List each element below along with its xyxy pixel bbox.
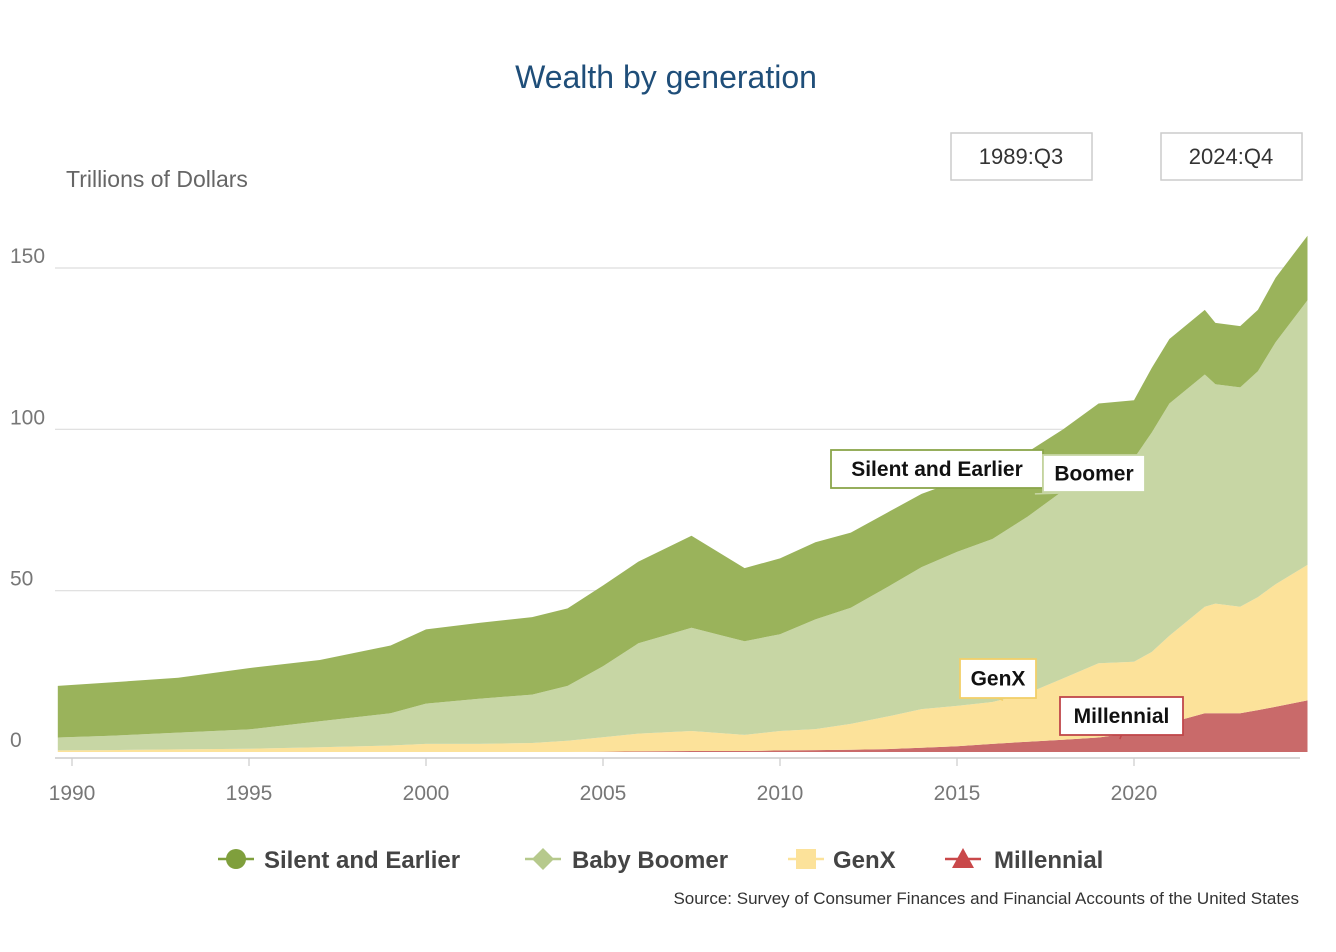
- legend: Silent and Earlier Baby Boomer GenX Millenn…: [218, 847, 1103, 874]
- x-tick-label: 2000: [403, 782, 450, 805]
- chart-title: Wealth by generation: [515, 59, 817, 95]
- callout-box: [1042, 454, 1146, 493]
- callout-box: [830, 449, 1044, 489]
- range-end-frame: [1160, 132, 1303, 181]
- series-callouts: Silent and Earlier Boomer GenX Millennial: [830, 449, 1184, 740]
- legend-label: Baby Boomer: [572, 847, 728, 874]
- x-tick-label: 2020: [1111, 782, 1158, 805]
- x-tick-label: 2010: [757, 782, 804, 805]
- range-end-label: 2024:Q4: [1189, 144, 1273, 169]
- legend-triangle-icon: [952, 848, 974, 868]
- callout-label: Boomer: [1054, 463, 1133, 486]
- source-note: Source: Survey of Consumer Finances and …: [673, 889, 1299, 908]
- area-millennial[interactable]: [57, 700, 1308, 752]
- legend-item-baby-boomer[interactable]: Baby Boomer: [525, 847, 728, 874]
- callout-silent-and-earlier: Silent and Earlier: [830, 449, 1044, 489]
- y-tick-label: 150: [10, 245, 45, 268]
- callout-label: Millennial: [1074, 705, 1170, 728]
- callout-label: Silent and Earlier: [851, 458, 1023, 481]
- legend-label: GenX: [833, 847, 896, 874]
- callout-box: [959, 658, 1037, 699]
- legend-item-millennial[interactable]: Millennial: [945, 847, 1103, 874]
- legend-item-silent-and-earlier[interactable]: Silent and Earlier: [218, 847, 460, 874]
- range-start-label: 1989:Q3: [979, 144, 1063, 169]
- legend-label: Millennial: [994, 847, 1103, 874]
- legend-label: Silent and Earlier: [264, 847, 460, 874]
- x-tick-label: 1990: [49, 782, 96, 805]
- range-start-box[interactable]: 1989:Q3: [950, 132, 1093, 181]
- callout-millennial: Millennial: [1059, 696, 1184, 740]
- range-end-box[interactable]: 2024:Q4: [1160, 132, 1303, 181]
- callout-genx: GenX: [959, 658, 1037, 702]
- callout-baby-boomer: Boomer: [1034, 454, 1146, 495]
- y-axis-label: Trillions of Dollars: [66, 166, 248, 192]
- y-tick-label: 100: [10, 406, 45, 429]
- legend-circle-icon: [226, 849, 246, 869]
- legend-diamond-icon: [532, 848, 554, 870]
- x-tick-label: 2005: [580, 782, 627, 805]
- y-tick-label: 0: [10, 729, 22, 752]
- axes: 1990 1995 2000 2005 2010 2015 2020: [49, 757, 1300, 805]
- plot-areas: [57, 235, 1308, 752]
- legend-item-genx[interactable]: GenX: [788, 847, 896, 874]
- range-start-frame: [950, 132, 1093, 181]
- x-tick-label: 2015: [934, 782, 981, 805]
- x-tick-label: 1995: [226, 782, 273, 805]
- area-genx[interactable]: [57, 564, 1308, 752]
- callout-label: GenX: [971, 668, 1026, 691]
- callout-box: [1059, 696, 1184, 736]
- legend-square-icon: [796, 849, 816, 869]
- area-baby-boomer[interactable]: [57, 300, 1308, 751]
- y-tick-label: 50: [10, 568, 33, 591]
